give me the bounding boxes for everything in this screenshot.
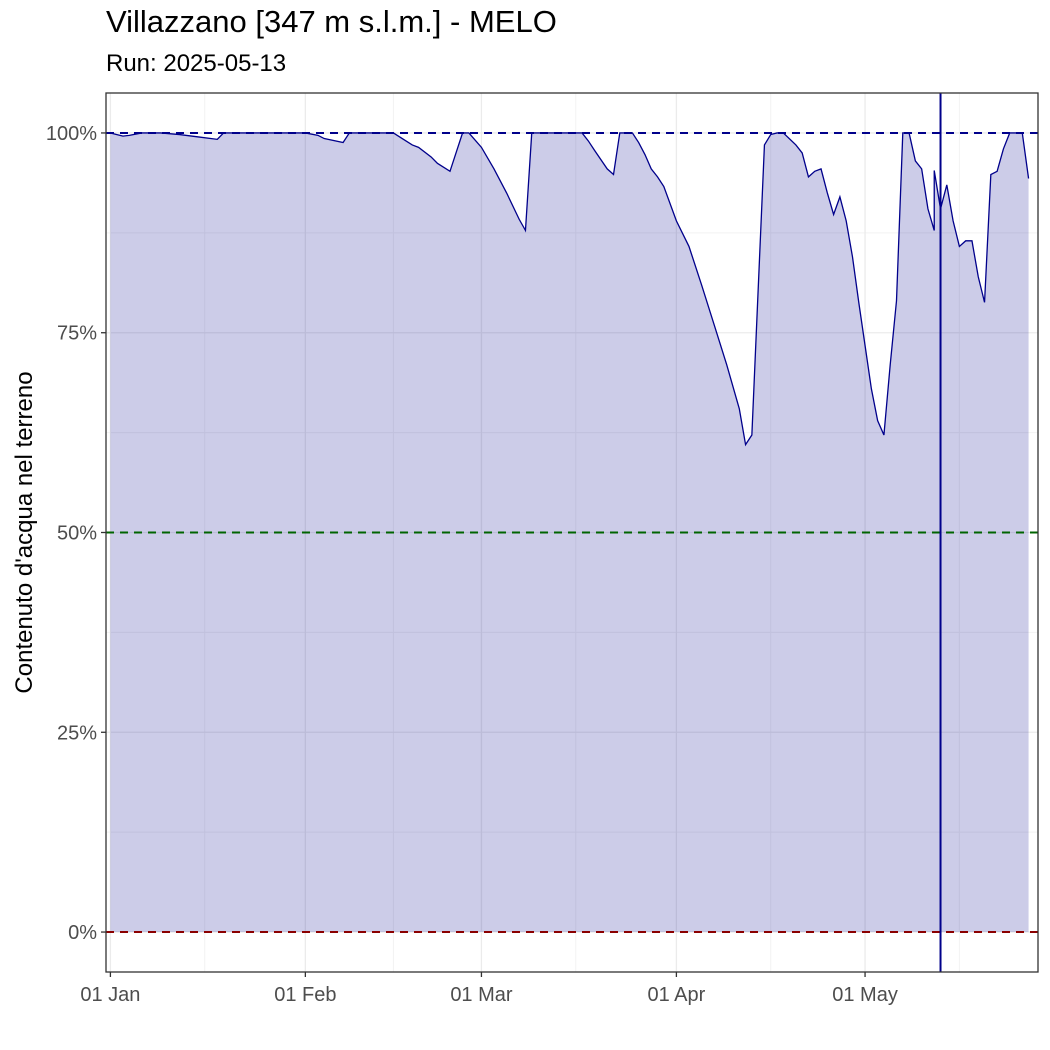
y-tick-label: 25% [57,722,97,744]
x-tick-label: 01 Mar [450,984,513,1006]
chart-title: Villazzano [347 m s.l.m.] - MELO [106,4,557,39]
y-tick-label: 0% [68,922,97,944]
y-tick-label: 100% [46,123,97,145]
soil-water-line [110,132,1030,447]
x-tick-label: 01 Feb [274,984,336,1006]
chart-subtitle: Run: 2025-05-13 [106,50,287,77]
x-tick-label: 01 Jan [80,984,140,1006]
y-tick-label: 50% [57,523,97,545]
x-tick-label: 01 Apr [647,984,705,1006]
x-tick-label: 01 May [832,984,898,1006]
y-tick-label: 75% [57,323,97,345]
y-axis-title: Contenuto d'acqua nel terreno [11,371,38,693]
